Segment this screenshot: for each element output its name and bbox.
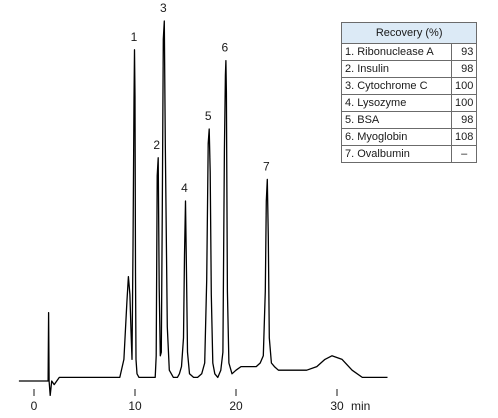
recovery-value: 100: [450, 94, 478, 112]
recovery-table-body: 1. Ribonuclease A 93 2. Insulin 98 3. Cytoch…: [341, 43, 478, 163]
peak-label-7: 7: [263, 159, 270, 173]
x-axis-unit: min: [351, 399, 370, 413]
x-tick-label: 10: [128, 399, 142, 413]
recovery-table-row: 7. Ovalbumin –: [341, 145, 478, 163]
recovery-value: 98: [450, 111, 478, 129]
protein-name: 4. Lysozyme: [341, 94, 452, 112]
recovery-value: –: [450, 145, 478, 163]
recovery-table-row: 2. Insulin 98: [341, 60, 478, 78]
chromatogram-trace: [18, 20, 388, 397]
recovery-value: 108: [450, 128, 478, 146]
x-tick-label: 20: [229, 399, 243, 413]
recovery-table-header: Recovery (%): [340, 22, 478, 44]
protein-name: 7. Ovalbumin: [341, 145, 452, 163]
peak-label-5: 5: [205, 109, 212, 123]
protein-name: 6. Myoglobin: [341, 128, 452, 146]
x-tick-label: 0: [31, 399, 38, 413]
protein-name: 5. BSA: [341, 111, 452, 129]
protein-name: 1. Ribonuclease A: [341, 43, 452, 61]
recovery-table-row: 1. Ribonuclease A 93: [341, 43, 478, 61]
recovery-table-row: 4. Lysozyme 100: [341, 94, 478, 112]
protein-name: 2. Insulin: [341, 60, 452, 78]
peak-labels: 1 2 3 4 5 6 7: [131, 1, 270, 195]
recovery-table-row: 6. Myoglobin 108: [341, 128, 478, 146]
x-axis: 0 10 20 30 min: [31, 389, 370, 413]
x-tick-label: 30: [330, 399, 344, 413]
recovery-table-row: 5. BSA 98: [341, 111, 478, 129]
peak-label-1: 1: [131, 30, 138, 44]
peak-label-6: 6: [222, 41, 229, 55]
peak-label-3: 3: [160, 1, 167, 15]
recovery-table-row: 3. Cytochrome C 100: [341, 77, 478, 95]
recovery-value: 93: [450, 43, 478, 61]
protein-name: 3. Cytochrome C: [341, 77, 452, 95]
peak-label-2: 2: [153, 138, 160, 152]
peak-label-4: 4: [181, 181, 188, 195]
recovery-table-header-row: Recovery (%): [340, 22, 478, 44]
recovery-table: Recovery (%) 1. Ribonuclease A 93 2. Insul…: [340, 22, 478, 163]
recovery-value: 98: [450, 60, 478, 78]
recovery-value: 100: [450, 77, 478, 95]
